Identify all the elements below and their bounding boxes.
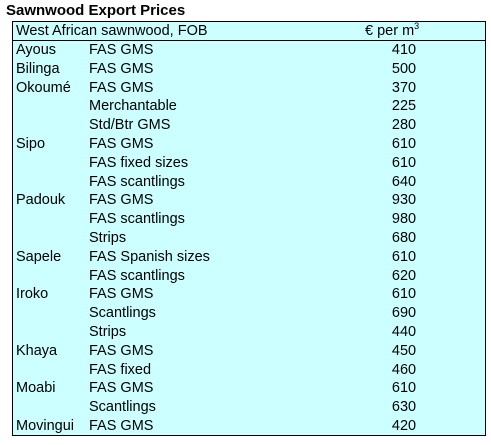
- price-cell: 610: [391, 248, 417, 265]
- species-cell: Moabi: [16, 380, 56, 397]
- price-cell: 680: [391, 229, 417, 246]
- price-cell: 450: [391, 342, 417, 359]
- grade-cell: FAS GMS: [89, 60, 154, 77]
- grade-cell: FAS GMS: [89, 417, 154, 434]
- header-unit-text: € per m: [365, 23, 415, 39]
- price-cell: 610: [391, 154, 417, 171]
- grade-cell: FAS scantlings: [89, 211, 185, 228]
- table-row: Merchantable 225: [13, 97, 485, 116]
- species-cell: Okoumé: [16, 79, 71, 96]
- price-cell: 500: [391, 60, 417, 77]
- grade-cell: Merchantable: [89, 98, 177, 115]
- species-cell: Ayous: [16, 42, 57, 58]
- species-cell: Movingui: [16, 417, 75, 434]
- table-row: FAS scantlings 620: [13, 267, 485, 286]
- table-body: Ayous FAS GMS 410 Bilinga FAS GMS 500 Okoumé FA…: [13, 41, 485, 436]
- table-header-row: West African sawnwood, FOB € per m3: [13, 22, 485, 41]
- price-cell: 610: [391, 135, 417, 152]
- table-row: Bilinga FAS GMS 500: [13, 60, 485, 79]
- grade-cell: Scantlings: [89, 305, 156, 322]
- table-row: FAS fixed sizes 610: [13, 154, 485, 173]
- header-product-label: West African sawnwood, FOB: [16, 23, 208, 39]
- species-cell: Bilinga: [16, 60, 60, 77]
- price-cell: 420: [391, 417, 417, 434]
- table-row: FAS scantlings 980: [13, 210, 485, 229]
- price-cell: 410: [391, 42, 417, 58]
- table-row: Sapele FAS Spanish sizes 610: [13, 248, 485, 267]
- table-row: Khaya FAS GMS 450: [13, 342, 485, 361]
- table-row: Scantlings 630: [13, 398, 485, 417]
- species-cell: Khaya: [16, 342, 58, 359]
- table-row: Std/Btr GMS 280: [13, 116, 485, 135]
- grade-cell: Std/Btr GMS: [89, 117, 171, 134]
- grade-cell: FAS scantlings: [89, 267, 185, 284]
- table-row: FAS scantlings 640: [13, 173, 485, 192]
- table-row: Moabi FAS GMS 610: [13, 379, 485, 398]
- price-cell: 620: [391, 267, 417, 284]
- species-cell: Padouk: [16, 192, 66, 209]
- price-cell: 370: [391, 79, 417, 96]
- table-row: Scantlings 690: [13, 304, 485, 323]
- table-row: FAS fixed 460: [13, 361, 485, 380]
- price-cell: 440: [391, 323, 417, 340]
- table-row: Padouk FAS GMS 930: [13, 191, 485, 210]
- grade-cell: FAS fixed sizes: [89, 154, 189, 171]
- grade-cell: Strips: [89, 229, 127, 246]
- price-table: West African sawnwood, FOB € per m3 Ayou…: [12, 21, 486, 436]
- price-cell: 930: [391, 192, 417, 209]
- grade-cell: FAS GMS: [89, 286, 154, 303]
- grade-cell: FAS GMS: [89, 342, 154, 359]
- grade-cell: FAS Spanish sizes: [89, 248, 210, 265]
- table-row: Sipo FAS GMS 610: [13, 135, 485, 154]
- price-cell: 630: [391, 399, 417, 416]
- grade-cell: Scantlings: [89, 399, 156, 416]
- table-row: Ayous FAS GMS 410: [13, 41, 485, 60]
- page-title: Sawnwood Export Prices: [6, 2, 186, 19]
- price-cell: 610: [391, 286, 417, 303]
- price-cell: 460: [391, 361, 417, 378]
- table-row: Iroko FAS GMS 610: [13, 285, 485, 304]
- grade-cell: FAS GMS: [89, 135, 154, 152]
- table-row: Strips 440: [13, 323, 485, 342]
- grade-cell: FAS GMS: [89, 192, 154, 209]
- price-cell: 690: [391, 305, 417, 322]
- grade-cell: FAS fixed: [89, 361, 152, 378]
- price-cell: 610: [391, 380, 417, 397]
- header-unit-label: € per m3: [365, 22, 445, 40]
- grade-cell: FAS GMS: [89, 380, 154, 397]
- table-row: Okoumé FAS GMS 370: [13, 79, 485, 98]
- price-cell: 640: [391, 173, 417, 190]
- price-cell: 280: [391, 117, 417, 134]
- price-cell: 980: [391, 211, 417, 228]
- species-cell: Iroko: [16, 286, 49, 303]
- price-cell: 225: [391, 98, 417, 115]
- grade-cell: FAS GMS: [89, 79, 154, 96]
- table-row: Strips 680: [13, 229, 485, 248]
- table-row: Movingui FAS GMS 420: [13, 417, 485, 436]
- grade-cell: Strips: [89, 323, 127, 340]
- species-cell: Sipo: [16, 135, 46, 152]
- header-unit-exponent: 3: [414, 21, 420, 31]
- species-cell: Sapele: [16, 248, 62, 265]
- grade-cell: FAS scantlings: [89, 173, 185, 190]
- grade-cell: FAS GMS: [89, 42, 154, 58]
